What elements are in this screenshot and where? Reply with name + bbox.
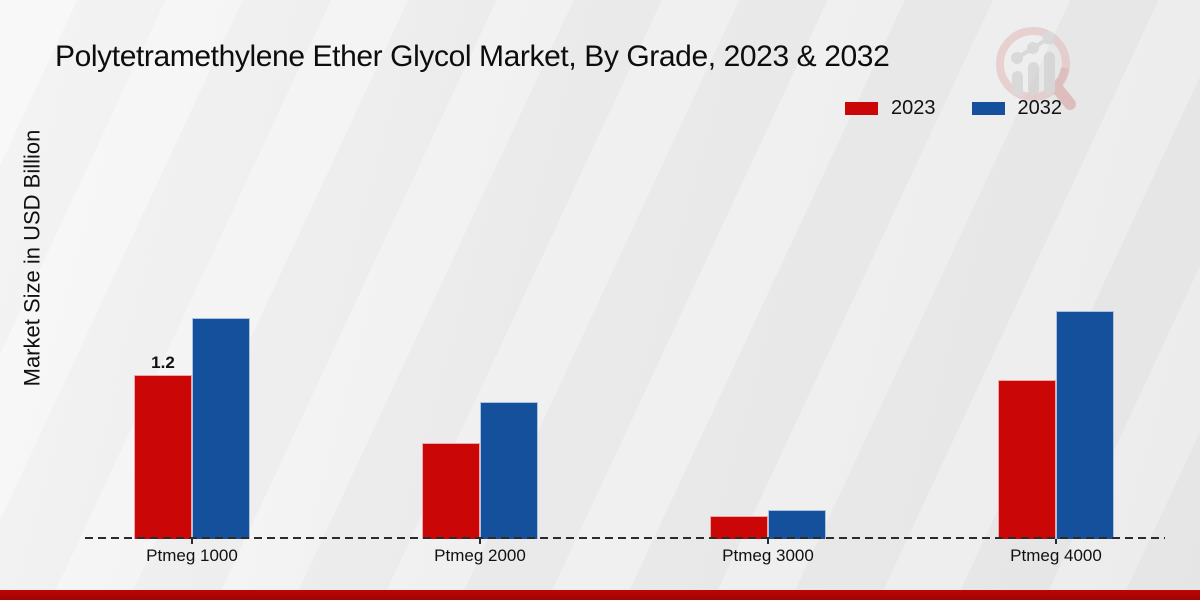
bar-2023-ptmeg-4000 <box>998 380 1056 539</box>
legend-swatch-2032 <box>971 102 1005 115</box>
x-axis-tick <box>191 539 193 544</box>
legend-label-2032: 2032 <box>1017 97 1063 119</box>
footer-accent-strip <box>0 590 1200 600</box>
legend-swatch-2023 <box>845 102 878 115</box>
bar-2023-ptmeg-1000 <box>134 375 192 539</box>
category-label-ptmeg-4000: Ptmeg 4000 <box>1010 546 1102 565</box>
bar-2032-ptmeg-3000 <box>768 510 826 539</box>
bar-2032-ptmeg-1000 <box>192 318 250 539</box>
x-axis-tick <box>479 539 481 544</box>
bar-2032-ptmeg-2000 <box>480 402 538 539</box>
magnifier-bar-chart-logo-icon <box>996 27 1076 110</box>
legend-item-2023: 2023 <box>845 97 936 120</box>
bar-2023-ptmeg-3000 <box>710 516 768 539</box>
legend: 2023 2032 <box>845 97 1062 120</box>
category-label-ptmeg-3000: Ptmeg 3000 <box>722 546 814 565</box>
legend-label-2023: 2023 <box>891 97 936 119</box>
x-axis-tick <box>1055 539 1057 544</box>
category-label-ptmeg-2000: Ptmeg 2000 <box>434 546 526 565</box>
chart-title: Polytetramethylene Ether Glycol Market, … <box>55 40 890 73</box>
bar-2032-ptmeg-4000 <box>1056 311 1114 539</box>
x-axis-tick <box>767 539 769 544</box>
legend-item-2032: 2032 <box>971 97 1063 120</box>
bar-2023-ptmeg-2000 <box>422 443 480 539</box>
x-axis-baseline <box>85 537 1165 539</box>
category-label-ptmeg-1000: Ptmeg 1000 <box>146 546 238 565</box>
bar-value-label: 1.2 <box>151 353 175 372</box>
